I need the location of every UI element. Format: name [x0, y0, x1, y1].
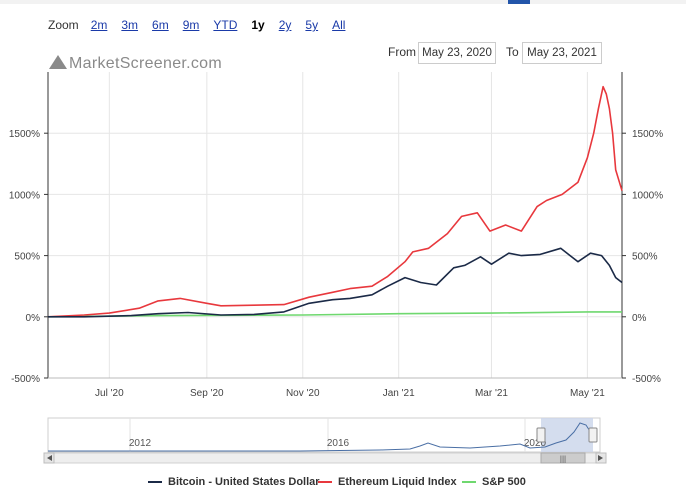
navigator-frame — [47, 417, 601, 453]
navigator-year-label: 2012 — [129, 438, 152, 449]
legend-item-bitcoin[interactable]: Bitcoin - United States Dollar — [148, 476, 320, 488]
scroll-right-icon — [598, 455, 603, 461]
y-tick-label-right: 1000% — [632, 190, 663, 201]
y-tick-label-left: -500% — [11, 374, 40, 385]
series-line-ethereum — [47, 85, 623, 318]
y-tick-label-right: 1500% — [632, 129, 663, 140]
x-tick-label: Jul '20 — [95, 388, 124, 399]
legend-item-ethereum[interactable]: Ethereum Liquid Index — [318, 476, 457, 488]
to-label: To — [506, 45, 519, 59]
y-axis-right-labels: -500% 0% 500% 1000% 1500% — [632, 129, 663, 385]
from-label: From — [388, 45, 416, 59]
zoom-label: Zoom — [48, 18, 79, 32]
chart-axes — [44, 72, 626, 379]
y-tick-label-right: 0% — [632, 313, 647, 324]
navigator-handle-right[interactable] — [588, 427, 598, 443]
x-axis-labels: Jul '20 Sep '20 Nov '20 Jan '21 Mar '21 May '… — [95, 388, 605, 399]
x-tick-label: Mar '21 — [475, 388, 508, 399]
series-line-bitcoin — [48, 247, 623, 318]
marketscreener-logo: MarketScreener.com — [49, 55, 222, 75]
legend-label-ethereum: Ethereum Liquid Index — [338, 476, 457, 488]
zoom-button-2y[interactable]: 2y — [278, 18, 292, 32]
y-tick-label-right: 500% — [632, 252, 658, 263]
chart-series — [47, 85, 623, 318]
navigator-selection — [541, 418, 593, 452]
chart-grid — [48, 72, 622, 379]
navigator-scrollbar-thumb[interactable] — [540, 452, 586, 464]
series-line-sp500 — [47, 311, 622, 318]
navigator-handle-left[interactable] — [536, 427, 546, 443]
x-tick-label: Nov '20 — [286, 388, 320, 399]
navigator-scrollbar-track — [43, 452, 601, 464]
zoom-selector: Zoom 2m 3m 6m 9m YTD 1y 2y 5y All — [48, 18, 359, 32]
navigator-scrollbar-grip: ||| — [560, 455, 566, 464]
zoom-button-ytd[interactable]: YTD — [213, 18, 238, 32]
navigator-year-label: 2016 — [327, 438, 350, 449]
y-axis-left-labels: -500% 0% 500% 1000% 1500% — [9, 129, 40, 385]
legend-swatch-ethereum — [318, 481, 332, 483]
legend-item-sp500[interactable]: S&P 500 — [462, 476, 526, 488]
y-tick-label-left: 1500% — [9, 129, 40, 140]
y-tick-label-left: 500% — [14, 252, 40, 263]
logo-text: MarketScreener.com — [69, 55, 223, 72]
zoom-button-2m[interactable]: 2m — [90, 18, 108, 32]
navigator-series-line — [48, 422, 594, 452]
y-tick-label-right: -500% — [632, 374, 661, 385]
navigator-year-label: 2020 — [524, 438, 547, 449]
from-date-input[interactable]: May 23, 2020 — [418, 42, 496, 64]
zoom-button-6m[interactable]: 6m — [152, 18, 169, 32]
legend-label-bitcoin: Bitcoin - United States Dollar — [168, 476, 320, 488]
zoom-button-9m[interactable]: 9m — [182, 18, 200, 32]
legend-label-sp500: S&P 500 — [482, 476, 526, 488]
scroll-left-icon — [47, 455, 52, 461]
y-tick-label-left: 0% — [26, 313, 41, 324]
navigator: 2012 2016 2020 ||| — [43, 417, 607, 464]
x-tick-label: Jan '21 — [383, 388, 415, 399]
legend-swatch-sp500 — [462, 481, 476, 483]
zoom-button-all[interactable]: All — [332, 18, 346, 32]
zoom-button-5y[interactable]: 5y — [305, 18, 319, 32]
logo-triangle-icon — [49, 55, 67, 69]
x-tick-label: Sep '20 — [190, 388, 224, 399]
y-tick-label-left: 1000% — [9, 190, 40, 201]
zoom-button-1y[interactable]: 1y — [251, 18, 265, 32]
to-date-input[interactable]: May 23, 2021 — [522, 42, 602, 64]
x-tick-label: May '21 — [570, 388, 605, 399]
top-strip — [0, 0, 686, 4]
zoom-button-3m[interactable]: 3m — [121, 18, 139, 32]
top-strip-accent — [508, 0, 530, 4]
legend-swatch-bitcoin — [148, 481, 162, 483]
